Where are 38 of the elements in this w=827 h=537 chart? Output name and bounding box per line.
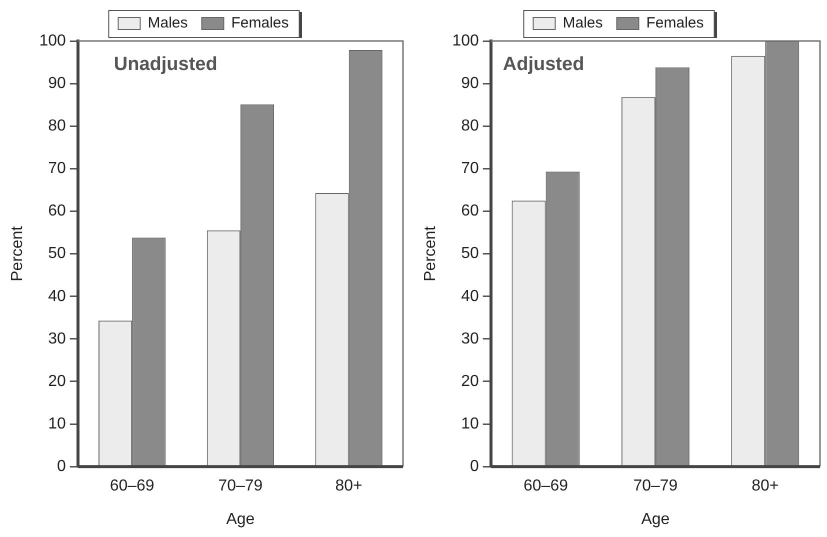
y-tick-label: 50 [48,245,66,262]
text: Adjusted [502,54,584,76]
y-tick-label: 10 [48,415,66,432]
y-tick-label: 10 [461,415,479,432]
legend-label: Males [148,14,188,32]
y-tick-label: 70 [48,160,66,178]
y-tick-label: 0 [470,458,479,476]
y-tick-label: 90 [461,74,479,92]
y-tick-label: 60 [48,202,66,220]
y-tick-label: 30 [48,330,66,348]
y-tick-label: 20 [461,372,479,390]
y-axis-title: Percent [422,226,440,282]
y-tick-label: 90 [48,74,66,92]
y-tick-label: 0 [56,458,66,476]
y-tick-label: 80 [48,118,66,135]
y-tick-label: 100 [39,32,66,50]
x-axis-title: Age [226,510,255,528]
x-axis-title: Age [641,510,670,528]
y-tick-label: 70 [461,160,479,178]
y-tick-label: 30 [461,330,479,348]
y-tick-label: 100 [452,32,479,50]
x-tick-label: 60–69 [523,478,568,495]
legend-label: Males [562,14,603,32]
x-tick-label: 70–79 [218,478,263,495]
y-tick-label: 40 [461,288,479,305]
x-tick-label: 80+ [752,478,779,495]
y-tick-label: 40 [48,288,66,305]
y-tick-label: 50 [461,245,479,262]
y-tick-label: 60 [461,202,479,220]
y-tick-label: 20 [48,372,66,390]
y-tick-label: 80 [461,118,479,135]
y-axis-title: Percent [9,226,26,282]
text: Unadjusted [114,54,218,76]
x-tick-label: 60–69 [110,478,154,495]
x-tick-label: 80+ [335,478,362,495]
legend-label: Females [231,14,289,32]
legend-label: Females [646,14,704,32]
x-tick-label: 70–79 [633,478,678,495]
